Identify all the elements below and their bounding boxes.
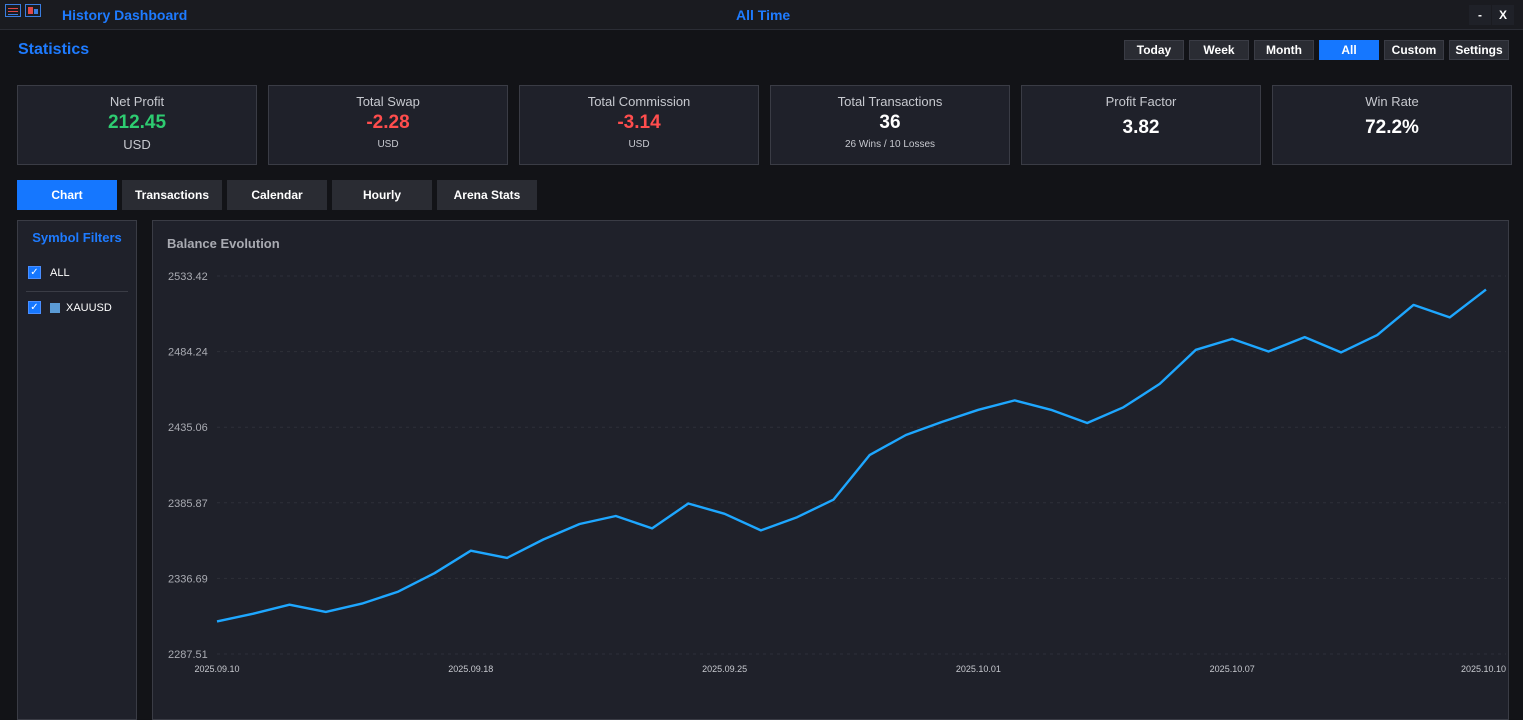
card-label: Net Profit — [109, 94, 165, 109]
balance-chart: 2533.42 2484.24 2435.06 2385.87 2336.69 2287.… — [168, 271, 1506, 674]
period-all-button[interactable]: All — [1319, 40, 1379, 60]
filter-label: XAUUSD — [66, 301, 112, 314]
net-profit-value: 212.45 — [107, 112, 167, 133]
tab-calendar[interactable]: Calendar — [227, 180, 327, 210]
card-label: Total Commission — [587, 94, 691, 109]
settings-button[interactable]: Settings — [1449, 40, 1509, 60]
divider — [26, 291, 128, 292]
list-icon[interactable] — [5, 4, 21, 17]
y-tick-label: 2336.69 — [168, 573, 208, 585]
title-icons — [5, 4, 41, 17]
card-win-rate: Win Rate 72.2% — [1272, 85, 1512, 165]
x-tick-label: 2025.10.01 — [956, 664, 1001, 674]
tab-hourly[interactable]: Hourly — [332, 180, 432, 210]
period-title: All Time — [736, 7, 791, 23]
y-tick-label: 2287.51 — [168, 649, 208, 661]
filter-item-xauusd[interactable]: ✓ XAUUSD — [28, 301, 112, 314]
card-label: Win Rate — [1365, 94, 1419, 109]
period-custom-button[interactable]: Custom — [1384, 40, 1444, 60]
x-tick-label: 2025.09.10 — [194, 664, 239, 674]
close-button[interactable]: X — [1492, 5, 1514, 25]
card-total-transactions: Total Transactions 36 26 Wins / 10 Losse… — [770, 85, 1010, 165]
x-tick-label: 2025.10.10 — [1461, 664, 1506, 674]
chart-title: Balance Evolution — [167, 236, 280, 251]
x-tick-label: 2025.10.07 — [1210, 664, 1255, 674]
app-title: History Dashboard — [62, 7, 188, 23]
period-week-button[interactable]: Week — [1189, 40, 1249, 60]
y-tick-label: 2484.24 — [168, 347, 208, 359]
total-commission-value: -3.14 — [617, 112, 661, 133]
card-net-profit: Net Profit 212.45 USD — [17, 85, 257, 165]
balance-series-line — [216, 288, 1487, 623]
card-total-commission: Total Commission -3.14 USD — [519, 85, 759, 165]
profit-factor-value: 3.82 — [1122, 117, 1160, 138]
chart-panel: Balance Evolution 2533.42 2484.24 2435.06 2… — [152, 220, 1509, 720]
tab-transactions[interactable]: Transactions — [122, 180, 222, 210]
card-total-swap: Total Swap -2.28 USD — [268, 85, 508, 165]
period-today-button[interactable]: Today — [1124, 40, 1184, 60]
title-bar: History Dashboard All Time - X — [0, 0, 1523, 30]
card-label: Total Transactions — [837, 94, 943, 109]
y-tick-label: 2435.06 — [168, 422, 208, 434]
y-tick-label: 2533.42 — [168, 271, 208, 283]
tab-arena-stats[interactable]: Arena Stats — [437, 180, 537, 210]
card-label: Profit Factor — [1105, 94, 1177, 109]
card-unit: USD — [123, 137, 151, 152]
chart-icon[interactable] — [25, 4, 41, 17]
color-swatch — [50, 302, 60, 313]
minimize-button[interactable]: - — [1469, 5, 1491, 25]
total-transactions-value: 36 — [879, 112, 901, 133]
card-label: Total Swap — [356, 94, 420, 109]
filter-item-all[interactable]: ✓ ALL — [28, 266, 70, 279]
symbol-filters-panel: Symbol Filters ✓ ALL ✓ XAUUSD — [17, 220, 137, 720]
period-selector: Today Week Month All Custom Settings — [1124, 40, 1509, 60]
y-tick-label: 2385.87 — [168, 498, 208, 510]
card-unit: USD — [377, 139, 399, 150]
win-rate-value: 72.2% — [1365, 117, 1419, 138]
x-tick-label: 2025.09.25 — [702, 664, 747, 674]
checkbox-all[interactable]: ✓ — [28, 266, 41, 279]
card-profit-factor: Profit Factor 3.82 — [1021, 85, 1261, 165]
wins-losses-text: 26 Wins / 10 Losses — [844, 139, 936, 150]
total-swap-value: -2.28 — [366, 112, 410, 133]
filters-title: Symbol Filters — [32, 230, 122, 245]
page-title: Statistics — [18, 41, 90, 58]
stats-cards: Net Profit 212.45 USD Total Swap -2.28 U… — [17, 85, 1512, 165]
tab-chart[interactable]: Chart — [17, 180, 117, 210]
x-tick-label: 2025.09.18 — [448, 664, 493, 674]
view-tabs: Chart Transactions Calendar Hourly Arena… — [17, 180, 537, 210]
card-unit: USD — [628, 139, 650, 150]
filter-label: ALL — [50, 266, 70, 279]
checkbox-xauusd[interactable]: ✓ — [28, 301, 41, 314]
period-month-button[interactable]: Month — [1254, 40, 1314, 60]
